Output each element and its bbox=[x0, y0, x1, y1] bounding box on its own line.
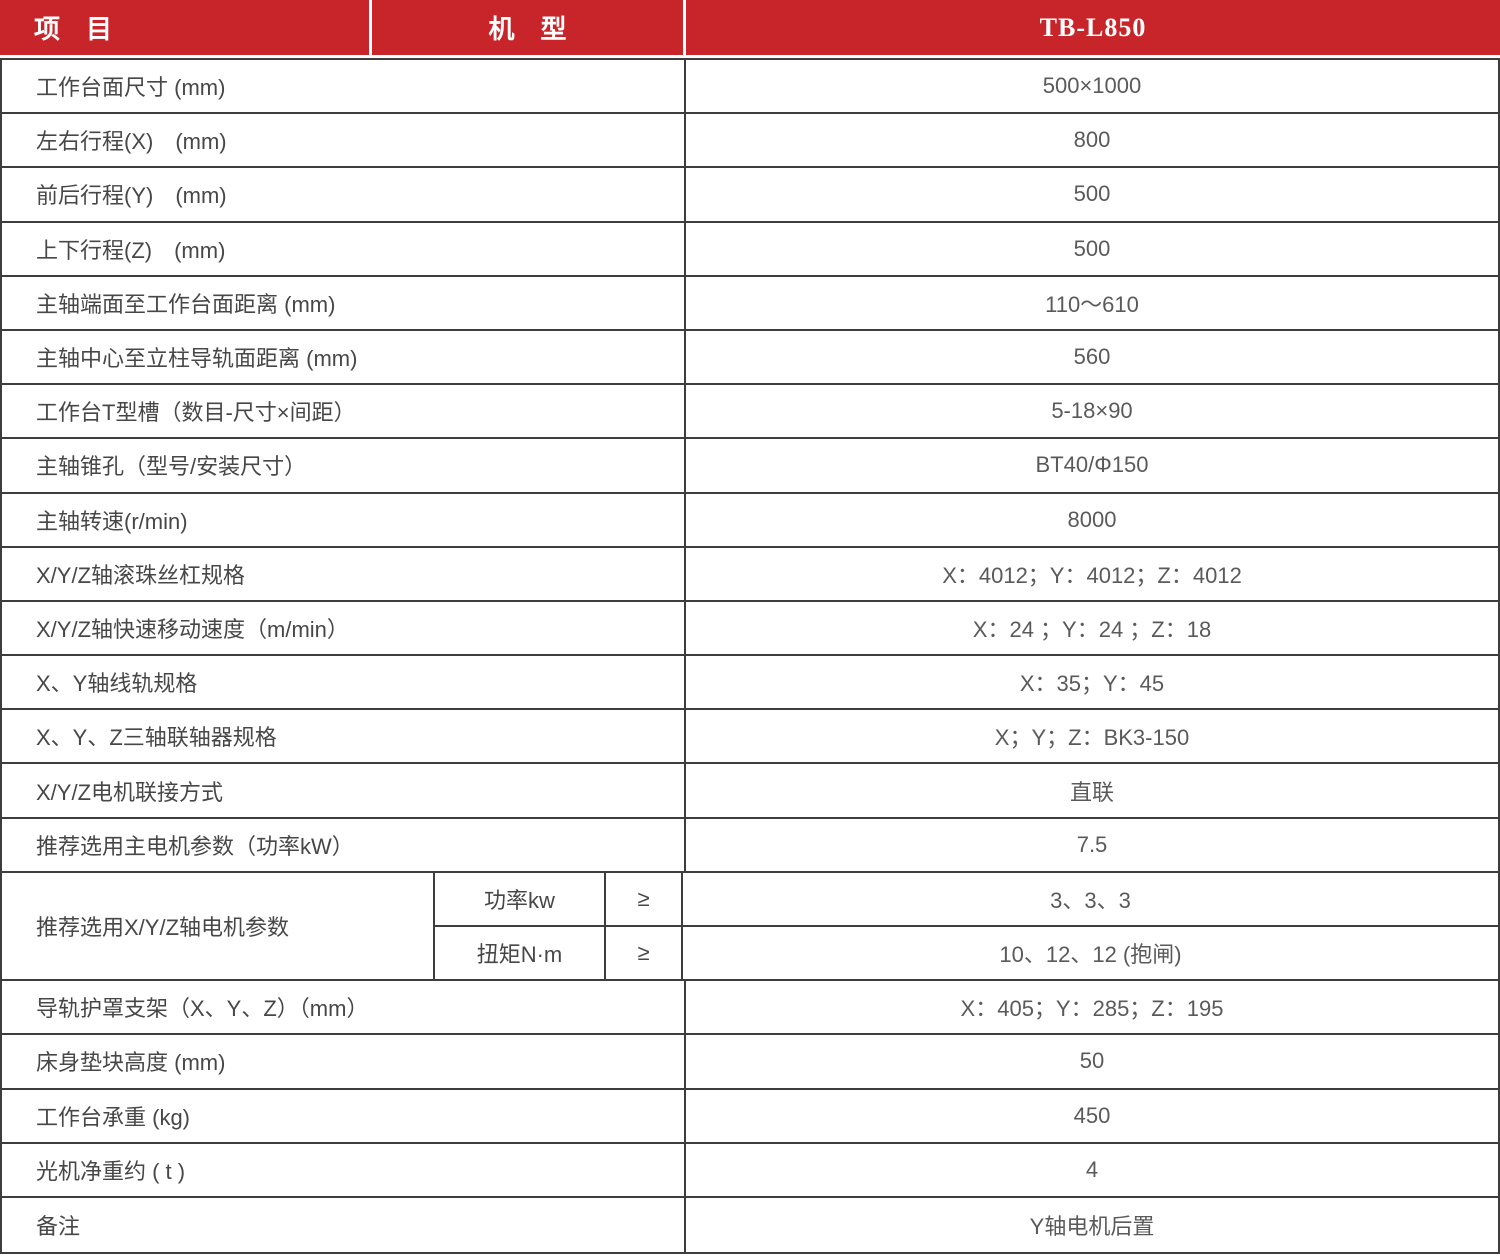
sub-row-value: 10、12、12 (抱闸) bbox=[999, 942, 1182, 968]
table-row: 导轨护罩支架（X、Y、Z）（mm） X：405；Y：285；Z：195 bbox=[2, 981, 1498, 1036]
row-label: X、Y、Z三轴联轴器规格 bbox=[2, 710, 686, 763]
row-value: 110～610 bbox=[1045, 291, 1139, 317]
spec-table: 工作台面尺寸 (mm) 500×1000 左右行程(X) (mm) 800 前后… bbox=[0, 58, 1500, 1255]
row-value: 500 bbox=[1073, 235, 1111, 261]
table-row: X/Y/Z电机联接方式 直联 bbox=[2, 764, 1498, 819]
row-value: X；Y；Z：BK3-150 bbox=[994, 725, 1190, 751]
table-row: X/Y/Z轴滚珠丝杠规格 X：4012；Y：4012；Z：4012 bbox=[2, 547, 1498, 602]
row-value: 500×1000 bbox=[1042, 73, 1142, 99]
row-label: 主轴端面至工作台面距离 (mm) bbox=[2, 276, 686, 329]
row-value: 800 bbox=[1073, 127, 1111, 153]
row-value: X：405；Y：285；Z：195 bbox=[960, 996, 1224, 1022]
row-value: 7.5 bbox=[1076, 831, 1108, 857]
row-label: 主轴中心至立柱导轨面距离 (mm) bbox=[2, 330, 686, 384]
row-value: 450 bbox=[1073, 1102, 1111, 1128]
table-row: X、Y轴线轨规格 X：35；Y：45 bbox=[2, 656, 1498, 711]
sub-row-param: 扭矩N·m bbox=[435, 927, 606, 980]
table-row: 左右行程(X) (mm) 800 bbox=[2, 114, 1498, 169]
row-label: 工作台承重 (kg) bbox=[2, 1089, 686, 1142]
motor-sub-row: 功率kw ≥ 3、3、3 bbox=[435, 872, 1498, 928]
table-row: 主轴锥孔（型号/安装尺寸） BT40/Φ150 bbox=[2, 439, 1498, 494]
row-value: 5-18×90 bbox=[1051, 398, 1133, 424]
motor-params-subtable: 功率kw ≥ 3、3、3 扭矩N·m ≥ 10、12、12 (抱闸) bbox=[435, 872, 1498, 980]
sub-row-param: 功率kw bbox=[435, 872, 606, 926]
row-label: 备注 bbox=[2, 1197, 686, 1253]
header-model-value: TB-L850 bbox=[1039, 12, 1147, 42]
row-label: X/Y/Z轴滚珠丝杠规格 bbox=[2, 547, 686, 600]
table-row: 备注 Y轴电机后置 bbox=[2, 1197, 1498, 1253]
row-value: 50 bbox=[1079, 1048, 1105, 1074]
row-value: 8000 bbox=[1067, 506, 1117, 532]
row-label: X、Y轴线轨规格 bbox=[2, 656, 686, 709]
table-row: 光机净重约 ( t ) 4 bbox=[2, 1143, 1498, 1198]
table-row: X、Y、Z三轴联轴器规格 X；Y；Z：BK3-150 bbox=[2, 710, 1498, 765]
greater-equal-symbol: ≥ bbox=[606, 872, 683, 926]
row-label: 主轴转速(r/min) bbox=[2, 493, 686, 546]
header-item-label: 项 目 bbox=[0, 0, 372, 55]
table-row: X/Y/Z轴快速移动速度（m/min） X：24 ；Y：24 ；Z：18 bbox=[2, 601, 1498, 657]
row-label: 左右行程(X) (mm) bbox=[2, 114, 686, 167]
sub-row-value: 3、3、3 bbox=[1050, 887, 1131, 913]
table-row: 工作台T型槽（数目-尺寸×间距） 5-18×90 bbox=[2, 385, 1498, 440]
row-label: 工作台面尺寸 (mm) bbox=[2, 60, 686, 113]
row-value: Y轴电机后置 bbox=[1029, 1214, 1155, 1240]
table-header: 项 目 机 型 TB-L850 bbox=[0, 0, 1500, 55]
row-value: X：35；Y：45 bbox=[1019, 671, 1165, 697]
row-label: X/Y/Z电机联接方式 bbox=[2, 764, 686, 817]
header-model-label: 机 型 bbox=[372, 0, 686, 55]
table-row: 工作台承重 (kg) 450 bbox=[2, 1089, 1498, 1144]
table-row: 床身垫块高度 (mm) 50 bbox=[2, 1035, 1498, 1090]
row-label: 工作台T型槽（数目-尺寸×间距） bbox=[2, 385, 686, 438]
row-label: 推荐选用主电机参数（功率kW） bbox=[2, 818, 686, 871]
row-label: 床身垫块高度 (mm) bbox=[2, 1035, 686, 1088]
greater-equal-symbol: ≥ bbox=[606, 927, 683, 980]
row-label: 导轨护罩支架（X、Y、Z）（mm） bbox=[2, 981, 686, 1034]
motor-sub-row: 扭矩N·m ≥ 10、12、12 (抱闸) bbox=[435, 927, 1498, 980]
row-label: 主轴锥孔（型号/安装尺寸） bbox=[2, 439, 686, 492]
row-value: BT40/Φ150 bbox=[1035, 452, 1149, 478]
row-label: 推荐选用X/Y/Z轴电机参数 bbox=[2, 872, 435, 980]
table-row: 主轴转速(r/min) 8000 bbox=[2, 493, 1498, 548]
row-label: 光机净重约 ( t ) bbox=[2, 1143, 686, 1196]
row-label: 前后行程(Y) (mm) bbox=[2, 168, 686, 221]
table-row: 前后行程(Y) (mm) 500 bbox=[2, 168, 1498, 223]
row-value: 直联 bbox=[1069, 779, 1114, 805]
row-value: 500 bbox=[1073, 181, 1111, 207]
row-label: 上下行程(Z) (mm) bbox=[2, 222, 686, 275]
row-value: X：4012；Y：4012；Z：4012 bbox=[942, 562, 1242, 588]
row-label: X/Y/Z轴快速移动速度（m/min） bbox=[2, 601, 686, 655]
row-value: 560 bbox=[1073, 344, 1111, 370]
table-row: 主轴端面至工作台面距离 (mm) 110～610 bbox=[2, 276, 1498, 331]
table-row: 推荐选用主电机参数（功率kW） 7.5 bbox=[2, 818, 1498, 873]
table-row-motor-params: 推荐选用X/Y/Z轴电机参数 功率kw ≥ 3、3、3 扭矩N·m ≥ 10、1… bbox=[2, 872, 1498, 982]
table-row: 上下行程(Z) (mm) 500 bbox=[2, 222, 1498, 277]
row-value: 4 bbox=[1085, 1156, 1099, 1182]
row-value: X：24 ；Y：24 ；Z：18 bbox=[972, 616, 1212, 642]
table-row: 工作台面尺寸 (mm) 500×1000 bbox=[2, 60, 1498, 115]
table-row: 主轴中心至立柱导轨面距离 (mm) 560 bbox=[2, 330, 1498, 386]
